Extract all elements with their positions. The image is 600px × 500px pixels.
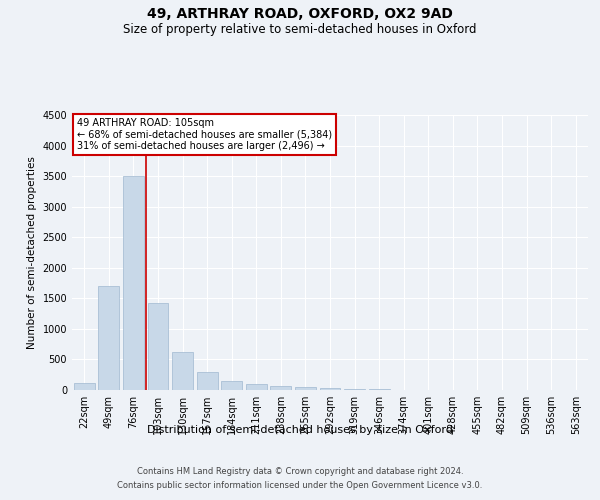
Bar [320, 388, 340, 390]
Bar [172, 352, 193, 390]
Bar [271, 386, 292, 390]
Bar [344, 389, 365, 390]
Y-axis label: Number of semi-detached properties: Number of semi-detached properties [27, 156, 37, 349]
Text: Distribution of semi-detached houses by size in Oxford: Distribution of semi-detached houses by … [147, 425, 453, 435]
Text: Size of property relative to semi-detached houses in Oxford: Size of property relative to semi-detach… [123, 22, 477, 36]
Bar [246, 384, 267, 390]
Text: Contains public sector information licensed under the Open Government Licence v3: Contains public sector information licen… [118, 481, 482, 490]
Text: 49, ARTHRAY ROAD, OXFORD, OX2 9AD: 49, ARTHRAY ROAD, OXFORD, OX2 9AD [147, 8, 453, 22]
Bar [221, 380, 242, 390]
Text: 49 ARTHRAY ROAD: 105sqm
← 68% of semi-detached houses are smaller (5,384)
31% of: 49 ARTHRAY ROAD: 105sqm ← 68% of semi-de… [77, 118, 332, 151]
Bar [74, 384, 95, 390]
Bar [295, 387, 316, 390]
Bar [98, 286, 119, 390]
Text: Contains HM Land Registry data © Crown copyright and database right 2024.: Contains HM Land Registry data © Crown c… [137, 468, 463, 476]
Bar [148, 302, 169, 390]
Bar [197, 372, 218, 390]
Bar [123, 176, 144, 390]
